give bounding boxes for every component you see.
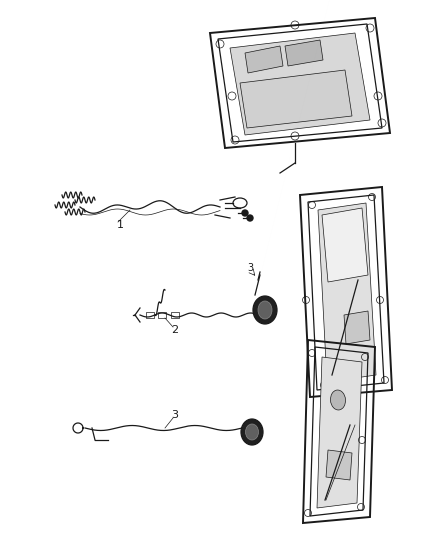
Polygon shape [285, 40, 323, 66]
Polygon shape [318, 203, 376, 382]
Ellipse shape [253, 296, 277, 324]
Polygon shape [230, 33, 370, 135]
Text: 2: 2 [171, 325, 179, 335]
Ellipse shape [258, 301, 272, 319]
Polygon shape [317, 357, 362, 508]
Ellipse shape [246, 424, 258, 440]
Circle shape [247, 215, 253, 221]
Polygon shape [240, 70, 352, 128]
Bar [158, 312, 166, 318]
Polygon shape [322, 208, 368, 282]
Polygon shape [326, 450, 352, 480]
Polygon shape [245, 46, 283, 73]
Ellipse shape [241, 419, 263, 445]
Ellipse shape [331, 390, 346, 410]
Text: 1: 1 [117, 220, 124, 230]
Bar [171, 312, 179, 318]
Bar [146, 312, 154, 318]
Circle shape [242, 210, 248, 216]
Text: 3: 3 [172, 410, 179, 420]
Polygon shape [344, 311, 370, 344]
Text: 3: 3 [247, 263, 253, 273]
